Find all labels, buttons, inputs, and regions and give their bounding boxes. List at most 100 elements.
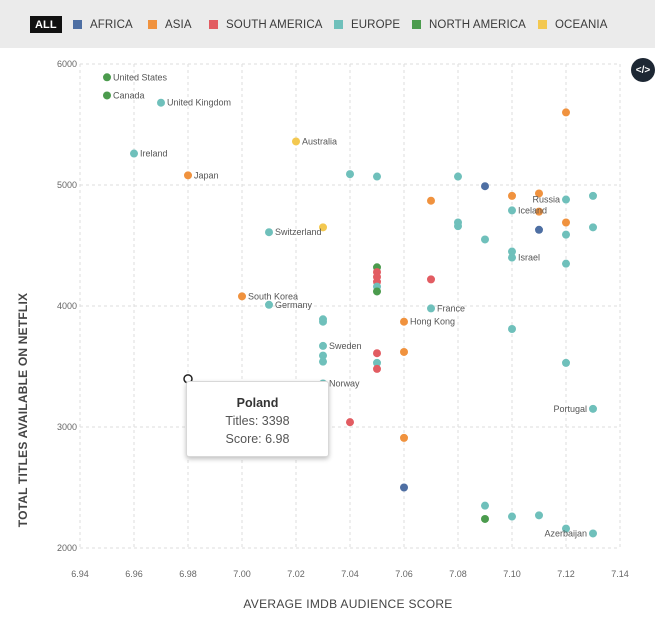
- filter-asia-button[interactable]: ASIA: [148, 16, 192, 33]
- tooltip-title: Poland: [236, 396, 279, 410]
- data-point[interactable]: [319, 317, 327, 326]
- data-point[interactable]: [265, 300, 273, 309]
- data-point[interactable]: [562, 108, 570, 117]
- filter-europe-button[interactable]: EUROPE: [334, 16, 400, 33]
- data-point[interactable]: [535, 189, 543, 198]
- data-points: [103, 73, 597, 538]
- point-label: United Kingdom: [167, 98, 231, 108]
- y-tick-label: 6000: [57, 59, 77, 69]
- data-point[interactable]: [589, 191, 597, 200]
- data-point[interactable]: [535, 207, 543, 216]
- data-point[interactable]: [292, 137, 300, 146]
- point-label: Portugal: [553, 404, 587, 414]
- oceania-swatch-icon: [538, 20, 547, 29]
- region-filter-bar: ALL AFRICA ASIA SOUTH AMERICA EUROPE NOR…: [0, 0, 655, 48]
- data-point[interactable]: [589, 223, 597, 232]
- x-axis-label: AVERAGE IMDB AUDIENCE SCORE: [243, 597, 452, 611]
- point-label: Hong Kong: [410, 317, 455, 327]
- data-point[interactable]: [481, 235, 489, 244]
- data-point[interactable]: [427, 304, 435, 313]
- data-point[interactable]: [157, 98, 165, 107]
- north-america-swatch-icon: [412, 20, 421, 29]
- data-point[interactable]: [103, 91, 111, 100]
- data-point[interactable]: [508, 191, 516, 200]
- y-axis-label: TOTAL TITLES AVAILABLE ON NETFLIX: [16, 293, 30, 527]
- data-point[interactable]: [238, 292, 246, 301]
- data-point[interactable]: [508, 253, 516, 262]
- data-point[interactable]: [508, 512, 516, 521]
- data-point[interactable]: [508, 324, 516, 333]
- data-point[interactable]: [454, 222, 462, 231]
- x-tick-label: 7.06: [395, 569, 413, 579]
- point-label: Canada: [113, 90, 145, 100]
- data-point[interactable]: [400, 483, 408, 492]
- data-point[interactable]: [319, 351, 327, 360]
- filter-north-america-button[interactable]: NORTH AMERICA: [412, 16, 526, 33]
- filter-label: EUROPE: [351, 18, 401, 31]
- south-america-swatch-icon: [209, 20, 218, 29]
- point-label: Israel: [518, 253, 540, 263]
- data-point[interactable]: [184, 171, 192, 180]
- data-point[interactable]: [400, 347, 408, 356]
- data-point[interactable]: [346, 170, 354, 179]
- data-point[interactable]: [373, 287, 381, 296]
- x-tick-label: 6.96: [125, 569, 143, 579]
- data-point[interactable]: [481, 182, 489, 191]
- x-tick-label: 7.02: [287, 569, 305, 579]
- point-label: Switzerland: [275, 227, 322, 237]
- data-point[interactable]: [481, 514, 489, 523]
- data-point[interactable]: [373, 172, 381, 181]
- point-label: Germany: [275, 300, 313, 310]
- data-point[interactable]: [562, 358, 570, 367]
- data-point[interactable]: [562, 195, 570, 204]
- embed-label: </>: [635, 64, 651, 76]
- point-label: Iceland: [518, 205, 547, 215]
- data-point[interactable]: [562, 218, 570, 227]
- point-label: Norway: [329, 378, 360, 388]
- point-label: Ireland: [140, 149, 168, 159]
- data-point[interactable]: [535, 511, 543, 520]
- point-label: France: [437, 303, 465, 313]
- filter-south-america-button[interactable]: SOUTH AMERICA: [209, 16, 323, 33]
- filter-label: ASIA: [165, 18, 192, 31]
- data-point[interactable]: [562, 230, 570, 239]
- data-point[interactable]: [103, 73, 111, 82]
- data-point[interactable]: [562, 524, 570, 533]
- tooltip-titles-line: Titles: 3398: [225, 414, 290, 428]
- point-label: Japan: [194, 170, 219, 180]
- code-embed-icon[interactable]: </>: [631, 58, 655, 82]
- data-point[interactable]: [346, 418, 354, 427]
- data-point[interactable]: [454, 172, 462, 181]
- data-point[interactable]: [319, 357, 327, 366]
- tooltip-score-line: Score: 6.98: [225, 432, 290, 446]
- data-point[interactable]: [400, 433, 408, 442]
- data-point[interactable]: [373, 358, 381, 367]
- point-tooltip: Poland Titles: 3398 Score: 6.98: [186, 381, 329, 457]
- data-point[interactable]: [589, 404, 597, 413]
- x-tick-label: 6.94: [71, 569, 89, 579]
- filter-oceania-button[interactable]: OCEANIA: [538, 16, 607, 33]
- filter-africa-button[interactable]: AFRICA: [73, 16, 133, 33]
- data-point[interactable]: [427, 196, 435, 205]
- data-point[interactable]: [481, 501, 489, 510]
- filter-all-button[interactable]: ALL: [30, 16, 62, 33]
- data-point[interactable]: [508, 206, 516, 215]
- filter-label: OCEANIA: [555, 18, 608, 31]
- data-point[interactable]: [427, 275, 435, 284]
- data-point[interactable]: [319, 341, 327, 350]
- point-label: South Korea: [248, 291, 298, 301]
- data-point[interactable]: [535, 225, 543, 234]
- x-tick-label: 7.08: [449, 569, 467, 579]
- asia-swatch-icon: [148, 20, 157, 29]
- data-point[interactable]: [373, 349, 381, 358]
- data-point[interactable]: [130, 149, 138, 158]
- data-point[interactable]: [319, 223, 327, 232]
- data-point[interactable]: [589, 529, 597, 538]
- data-point[interactable]: [265, 228, 273, 237]
- data-point[interactable]: [562, 259, 570, 268]
- filter-label: AFRICA: [90, 18, 133, 31]
- data-point[interactable]: [373, 364, 381, 373]
- data-point[interactable]: [508, 247, 516, 256]
- data-point[interactable]: [400, 317, 408, 326]
- y-tick-labels: 2000 3000 4000 5000 6000: [57, 59, 77, 553]
